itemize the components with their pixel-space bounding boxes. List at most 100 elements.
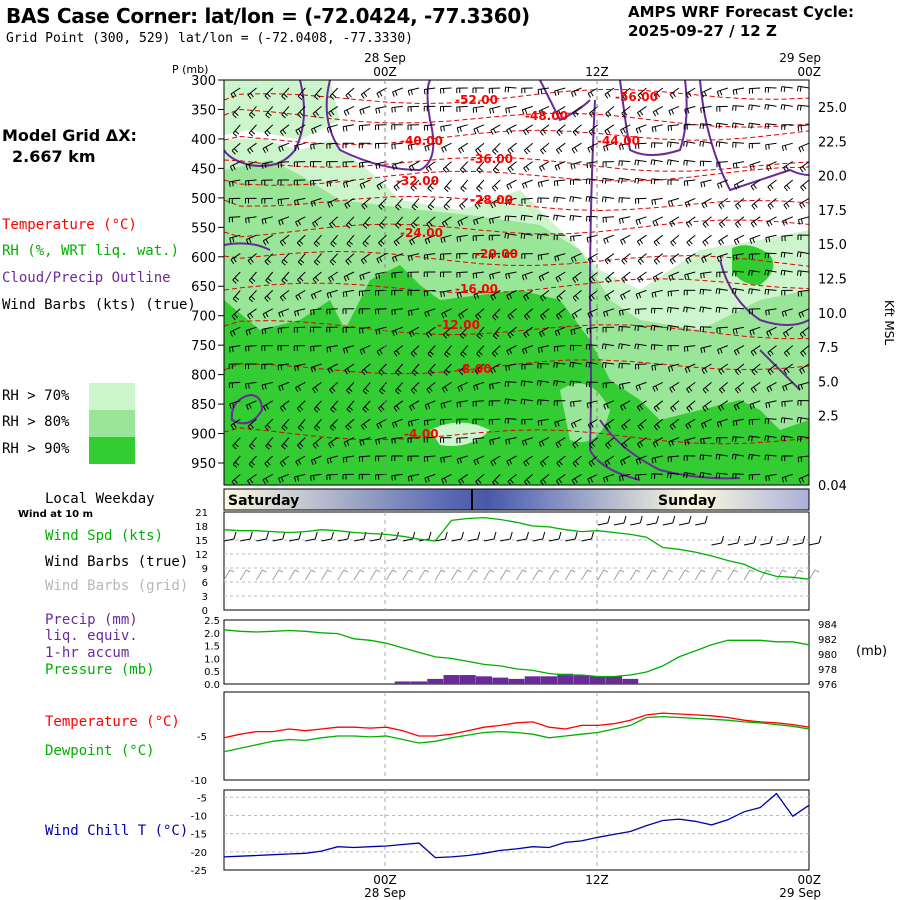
wind-barb: [360, 253, 371, 265]
wind-barb: [358, 142, 371, 149]
wind-barb: [634, 325, 647, 332]
wind-barb: [261, 345, 273, 351]
wind-barb: [505, 197, 517, 206]
wind-barb: [716, 161, 728, 168]
wind-barb-grid: [629, 569, 641, 581]
wind-barb: [684, 197, 696, 208]
wind-barb: [602, 326, 615, 333]
wind-barb-grid: [467, 569, 478, 581]
wind-barb: [619, 455, 631, 466]
wind-barb: [440, 253, 452, 260]
pressure-tick-label: 550: [191, 221, 216, 236]
wind-barb: [670, 234, 680, 247]
wind-barb: [278, 381, 290, 392]
wind-barb: [700, 179, 712, 188]
wind-barb: [748, 308, 761, 315]
wind-barb: [296, 234, 306, 247]
wind-barb: [506, 124, 517, 135]
wind-barb: [472, 105, 485, 113]
wind-barb: [553, 214, 566, 221]
wind-barb: [407, 105, 420, 112]
wind-barb: [310, 345, 322, 352]
precip-bar: [541, 676, 557, 684]
wind-barb: [618, 177, 631, 184]
wind-barb: [604, 124, 615, 136]
wind-barb: [569, 361, 582, 368]
wind-barb: [248, 106, 257, 119]
wind-barb: [748, 473, 761, 480]
wind-barb: [537, 197, 550, 204]
wind-barb: [457, 381, 468, 392]
wind-barb: [537, 179, 550, 188]
wind-barb: [749, 326, 761, 336]
wind-barb: [667, 179, 680, 185]
wind-barb: [407, 473, 420, 482]
wind-barb: [570, 418, 582, 429]
wind-barb-true: [808, 535, 822, 546]
wind-barb: [684, 271, 696, 280]
wind-barb: [716, 437, 728, 443]
wind-barb: [459, 363, 469, 376]
wind-barb: [359, 179, 371, 190]
precip-bar: [589, 676, 606, 684]
kft-tick-label: 25.0: [818, 101, 847, 116]
wind-barb: [602, 381, 615, 389]
wind-barb: [224, 272, 225, 273]
wind-barb: [444, 345, 452, 358]
wind-barb: [426, 216, 436, 228]
wind-barb: [797, 455, 809, 463]
wind-barb: [343, 271, 355, 282]
wind-barb: [326, 289, 338, 299]
temperature-panel-frame: [223, 691, 810, 781]
wind-barb: [569, 196, 582, 203]
wind-barb-true: [435, 531, 448, 542]
wind-barb: [668, 437, 680, 447]
wind-barb: [571, 473, 582, 485]
wind-barb: [585, 196, 598, 203]
wind-barb: [407, 124, 420, 131]
wind-barb: [732, 161, 745, 169]
wind-barb-true: [792, 535, 806, 546]
pressure-tick-label: 900: [191, 428, 216, 443]
wind-barb: [637, 418, 647, 431]
wind-barb: [411, 363, 420, 377]
wind-barb: [651, 307, 663, 314]
wind-barbs-grid: [224, 85, 809, 485]
wind-barb: [684, 105, 696, 115]
wind-barb: [716, 271, 728, 278]
wind-barb: [766, 161, 777, 172]
pressure-tick-label: 800: [191, 369, 216, 384]
wind-barb-grid: [678, 569, 690, 581]
wind-barb: [605, 106, 615, 118]
wind-barb: [586, 326, 598, 334]
wind-barb: [603, 142, 615, 152]
wind-barb: [601, 343, 615, 350]
wind-barb: [264, 87, 274, 100]
legend-rh90-label: RH > 90%: [2, 441, 70, 457]
wind-barb: [635, 381, 647, 391]
wind-barb: [536, 380, 550, 387]
wind-barb: [313, 418, 322, 432]
wind-barb: [749, 234, 761, 244]
wind-barb: [555, 473, 566, 485]
rh70-region-top: [224, 80, 340, 140]
wind-speed-tick: 18: [195, 522, 208, 533]
wind-barb: [618, 343, 631, 350]
pressure-tick: 980: [818, 650, 837, 661]
wind-barb: [393, 234, 404, 247]
wind-barb: [393, 179, 404, 191]
wind-barb: [277, 197, 290, 205]
wind-barb: [748, 253, 761, 260]
wind-barb: [440, 455, 452, 463]
wind-barb: [229, 400, 241, 409]
wind-barb: [312, 106, 322, 118]
wind-barb: [327, 197, 338, 208]
wind-barb: [261, 161, 273, 169]
wind-barb: [716, 87, 728, 97]
wind-barb-true: [565, 531, 578, 542]
wind-barb: [423, 253, 436, 261]
wind-barb: [537, 233, 550, 240]
wind-barb: [554, 253, 566, 262]
wind-barb: [715, 141, 728, 148]
wind-barb: [310, 161, 322, 167]
